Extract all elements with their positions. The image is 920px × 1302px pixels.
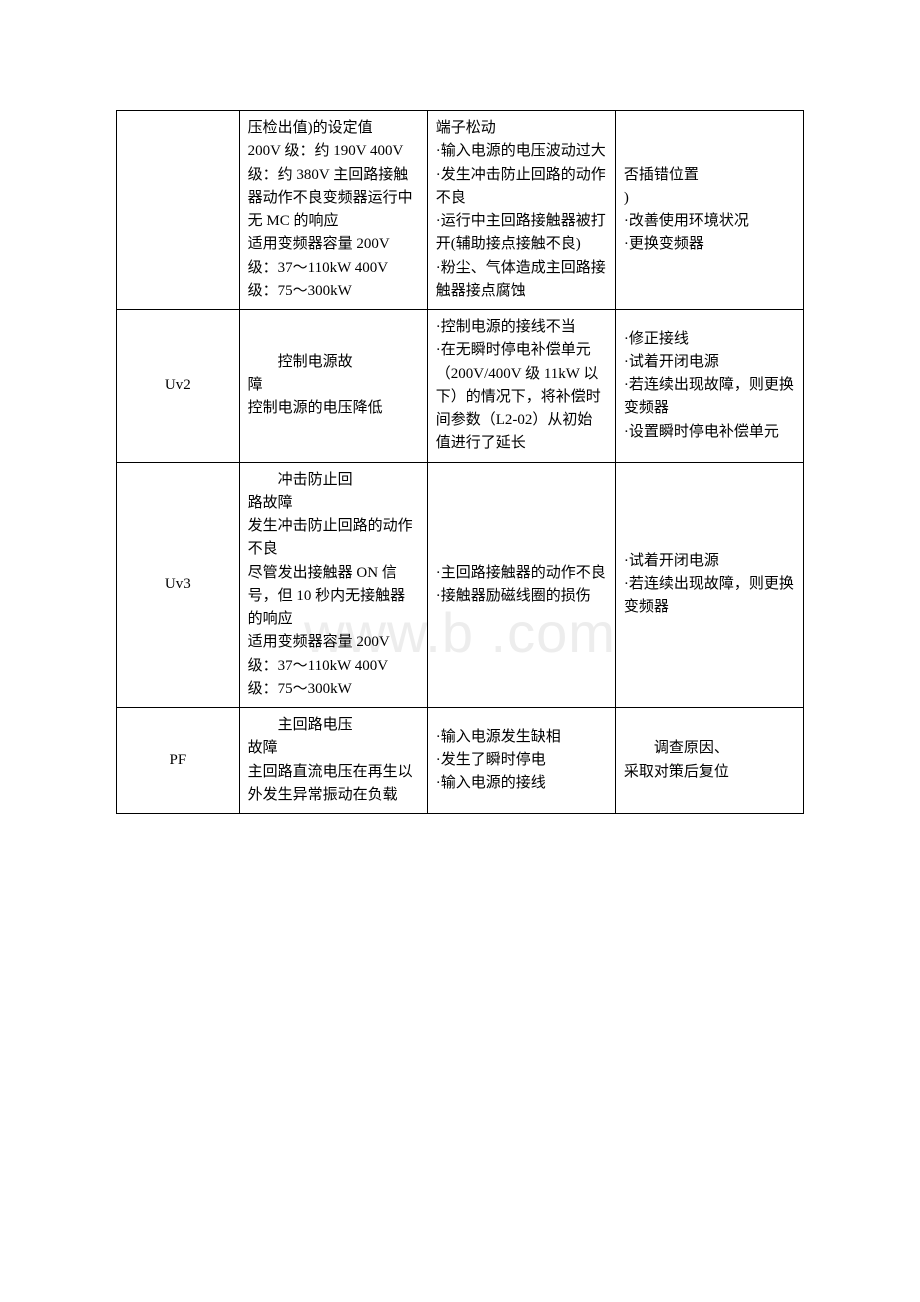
cell-desc: 冲击防止回路故障发生冲击防止回路的动作不良尽管发出接触器 ON 信号，但 10 …	[239, 462, 427, 708]
cell-cause: ·输入电源发生缺相·发生了瞬时停电·输入电源的接线	[427, 708, 615, 814]
table-row: 压检出值)的设定值200V 级：约 190V 400V 级：约 380V 主回路…	[117, 111, 804, 310]
cell-code: Uv3	[117, 462, 240, 708]
cell-code: Uv2	[117, 310, 240, 463]
cell-code: PF	[117, 708, 240, 814]
cell-line: 路故障发生冲击防止回路的动作不良尽管发出接触器 ON 信号，但 10 秒内无接触…	[248, 495, 413, 697]
table-row: Uv2 控制电源故障控制电源的电压降低 ·控制电源的接线不当·在无瞬时停电补偿单…	[117, 310, 804, 463]
cell-action: ·试着开闭电源·若连续出现故障，则更换变频器	[615, 462, 803, 708]
cell-line: 障控制电源的电压降低	[248, 377, 383, 416]
cell-desc: 控制电源故障控制电源的电压降低	[239, 310, 427, 463]
cell-line: 主回路电压	[248, 714, 419, 737]
cell-desc: 主回路电压故障主回路直流电压在再生以外发生异常振动在负载	[239, 708, 427, 814]
cell-line: 故障主回路直流电压在再生以外发生异常振动在负载	[248, 740, 413, 803]
table-row: Uv3 冲击防止回路故障发生冲击防止回路的动作不良尽管发出接触器 ON 信号，但…	[117, 462, 804, 708]
cell-line: 冲击防止回	[248, 469, 419, 492]
cell-action: ·修正接线·试着开闭电源·若连续出现故障，则更换变频器·设置瞬时停电补偿单元	[615, 310, 803, 463]
cell-cause: ·控制电源的接线不当·在无瞬时停电补偿单元（200V/400V 级 11kW 以…	[427, 310, 615, 463]
cell-line: 控制电源故	[248, 351, 419, 374]
cell-line: 采取对策后复位	[624, 764, 729, 780]
cell-action: 调查原因、采取对策后复位	[615, 708, 803, 814]
cell-desc: 压检出值)的设定值200V 级：约 190V 400V 级：约 380V 主回路…	[239, 111, 427, 310]
cell-cause: ·主回路接触器的动作不良·接触器励磁线圈的损伤	[427, 462, 615, 708]
cell-cause: 端子松动·输入电源的电压波动过大·发生冲击防止回路的动作不良·运行中主回路接触器…	[427, 111, 615, 310]
cell-line: 调查原因、	[624, 737, 795, 760]
table-row: PF 主回路电压故障主回路直流电压在再生以外发生异常振动在负载 ·输入电源发生缺…	[117, 708, 804, 814]
cell-action: 否插错位置)·改善使用环境状况·更换变频器	[615, 111, 803, 310]
cell-code	[117, 111, 240, 310]
document-page: 压检出值)的设定值200V 级：约 190V 400V 级：约 380V 主回路…	[0, 0, 920, 814]
fault-table: 压检出值)的设定值200V 级：约 190V 400V 级：约 380V 主回路…	[116, 110, 804, 814]
